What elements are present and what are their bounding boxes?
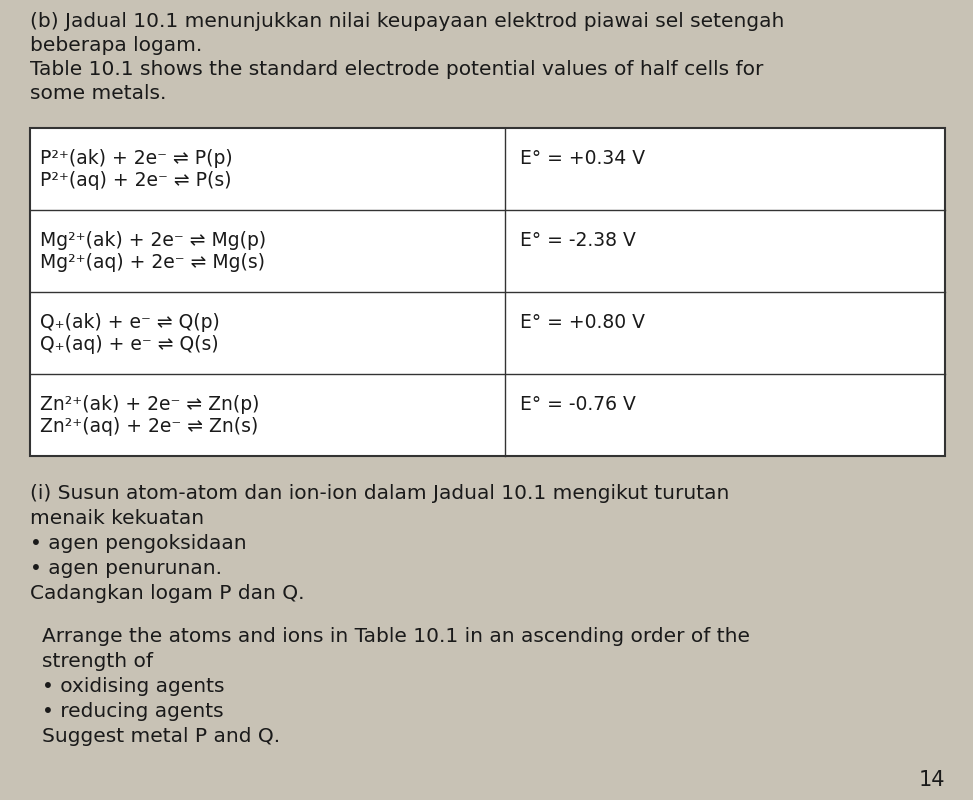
Text: Q₊(ak) + e⁻ ⇌ Q(p): Q₊(ak) + e⁻ ⇌ Q(p) [40,313,220,331]
Text: • agen penurunan.: • agen penurunan. [30,559,222,578]
Text: Cadangkan logam P dan Q.: Cadangkan logam P dan Q. [30,584,305,603]
Text: Q₊(aq) + e⁻ ⇌ Q(s): Q₊(aq) + e⁻ ⇌ Q(s) [40,334,219,354]
Text: Mg²⁺(ak) + 2e⁻ ⇌ Mg(p): Mg²⁺(ak) + 2e⁻ ⇌ Mg(p) [40,230,267,250]
Text: E° = +0.80 V: E° = +0.80 V [520,313,645,331]
Text: Table 10.1 shows the standard electrode potential values of half cells for: Table 10.1 shows the standard electrode … [30,60,764,79]
Text: E° = -0.76 V: E° = -0.76 V [520,394,636,414]
Text: Suggest metal P and Q.: Suggest metal P and Q. [42,727,280,746]
Text: E° = -2.38 V: E° = -2.38 V [520,230,636,250]
Text: • oxidising agents: • oxidising agents [42,677,225,696]
Text: P²⁺(ak) + 2e⁻ ⇌ P(p): P²⁺(ak) + 2e⁻ ⇌ P(p) [40,149,233,167]
Text: 14: 14 [919,770,945,790]
Text: strength of: strength of [42,652,153,671]
Text: beberapa logam.: beberapa logam. [30,36,202,55]
Text: menaik kekuatan: menaik kekuatan [30,509,204,528]
Text: Mg²⁺(aq) + 2e⁻ ⇌ Mg(s): Mg²⁺(aq) + 2e⁻ ⇌ Mg(s) [40,253,265,271]
Text: Arrange the atoms and ions in Table 10.1 in an ascending order of the: Arrange the atoms and ions in Table 10.1… [42,627,750,646]
Text: (b) Jadual 10.1 menunjukkan nilai keupayaan elektrod piawai sel setengah: (b) Jadual 10.1 menunjukkan nilai keupay… [30,12,784,31]
Text: Zn²⁺(aq) + 2e⁻ ⇌ Zn(s): Zn²⁺(aq) + 2e⁻ ⇌ Zn(s) [40,417,258,435]
Text: Zn²⁺(ak) + 2e⁻ ⇌ Zn(p): Zn²⁺(ak) + 2e⁻ ⇌ Zn(p) [40,394,260,414]
Text: • agen pengoksidaan: • agen pengoksidaan [30,534,246,553]
Text: • reducing agents: • reducing agents [42,702,224,721]
Text: (i) Susun atom-atom dan ion-ion dalam Jadual 10.1 mengikut turutan: (i) Susun atom-atom dan ion-ion dalam Ja… [30,484,730,503]
Text: P²⁺(aq) + 2e⁻ ⇌ P(s): P²⁺(aq) + 2e⁻ ⇌ P(s) [40,170,232,190]
Text: some metals.: some metals. [30,84,166,103]
Bar [30,128,945,456]
Text: E° = +0.34 V: E° = +0.34 V [520,149,645,167]
